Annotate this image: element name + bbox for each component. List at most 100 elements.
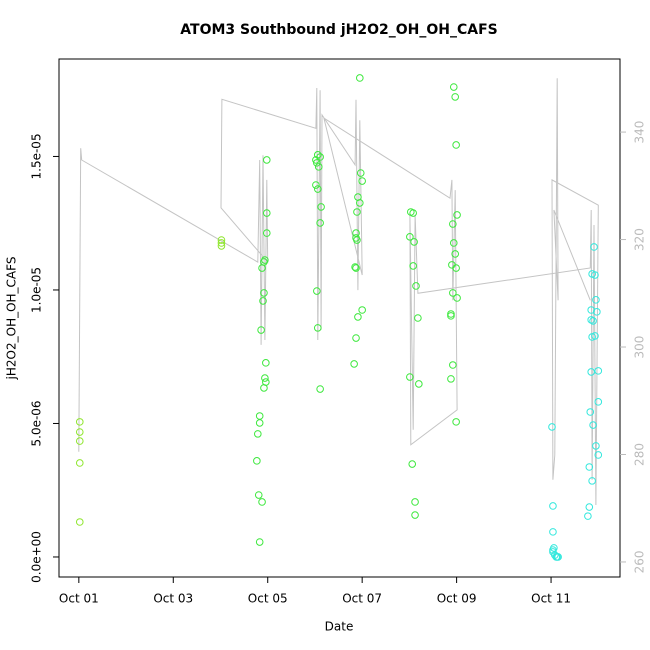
chart-title: ATOM3 Southbound jH2O2_OH_OH_CAFS (180, 22, 497, 38)
point (449, 83, 458, 91)
point (313, 151, 322, 159)
point (262, 156, 271, 164)
point (592, 442, 600, 450)
point (356, 169, 365, 177)
point (549, 502, 557, 510)
point (412, 282, 420, 290)
y2-tick-label: 280 (633, 443, 647, 466)
point (356, 74, 364, 82)
y2-tick-label: 340 (633, 121, 647, 144)
point (356, 199, 364, 207)
point (449, 289, 457, 297)
point (254, 491, 263, 499)
point (591, 332, 599, 340)
point (409, 262, 417, 270)
point (406, 373, 414, 381)
point (258, 498, 266, 506)
point (253, 457, 261, 465)
point (261, 374, 269, 382)
point (587, 368, 595, 376)
point (75, 459, 84, 467)
point (451, 250, 459, 258)
y-tick-label: 1.5e-05 (30, 133, 44, 179)
point (588, 477, 596, 485)
point (586, 408, 595, 416)
point (594, 451, 603, 459)
point (316, 153, 324, 161)
point (587, 316, 595, 324)
point (313, 287, 321, 295)
point (258, 264, 266, 272)
point (590, 243, 598, 251)
point (254, 430, 262, 438)
point (414, 314, 422, 322)
point (548, 423, 556, 431)
point (312, 181, 320, 189)
point (452, 418, 460, 426)
point (591, 271, 599, 279)
point (453, 211, 461, 219)
point (358, 306, 366, 314)
point (259, 297, 267, 305)
point (452, 264, 460, 272)
point (354, 313, 362, 321)
point (453, 294, 461, 302)
point (449, 239, 458, 247)
point (584, 512, 592, 520)
point (262, 359, 270, 367)
point (317, 203, 325, 211)
point (75, 437, 84, 445)
point (352, 229, 360, 237)
point (449, 220, 457, 228)
point (75, 518, 84, 526)
point (549, 528, 557, 536)
point (447, 312, 455, 320)
y-tick-label: 1.0e-05 (30, 267, 44, 313)
point (316, 219, 324, 227)
y-tick-label: 5.0e-06 (30, 400, 44, 446)
point (415, 380, 423, 388)
point (554, 553, 562, 561)
point (316, 385, 324, 393)
y2-tick-label: 260 (633, 551, 647, 574)
point (358, 177, 366, 185)
plot-frame (58, 58, 621, 578)
point (589, 421, 597, 429)
point (594, 398, 603, 406)
point (449, 361, 457, 369)
x-tick-label: Oct 03 (153, 592, 193, 606)
point (451, 93, 459, 101)
x-tick-label: Oct 09 (437, 592, 477, 606)
y2-tick-label: 300 (633, 336, 647, 359)
point (75, 428, 84, 436)
point (352, 334, 360, 342)
y-axis-label: jH2O2_OH_OH_CAFS (5, 257, 19, 381)
point (549, 548, 557, 556)
y-tick-label: 0.0e+00 (30, 531, 44, 583)
point (411, 498, 419, 506)
point (593, 308, 601, 316)
point (217, 239, 226, 247)
point (409, 209, 417, 217)
point (585, 503, 594, 511)
point (594, 367, 603, 375)
x-tick-label: Oct 07 (342, 592, 382, 606)
point (257, 326, 265, 334)
point (217, 236, 226, 244)
point (313, 324, 322, 332)
y2-tick-label: 320 (633, 228, 647, 251)
point (255, 538, 264, 546)
point (260, 384, 268, 392)
point (447, 375, 455, 383)
point (411, 511, 419, 519)
x-tick-label: Oct 01 (59, 592, 99, 606)
point (406, 233, 414, 241)
point (313, 159, 321, 167)
point (75, 418, 84, 426)
point (313, 185, 322, 193)
point (410, 238, 418, 246)
point (352, 264, 360, 272)
x-tick-label: Oct 05 (248, 592, 288, 606)
